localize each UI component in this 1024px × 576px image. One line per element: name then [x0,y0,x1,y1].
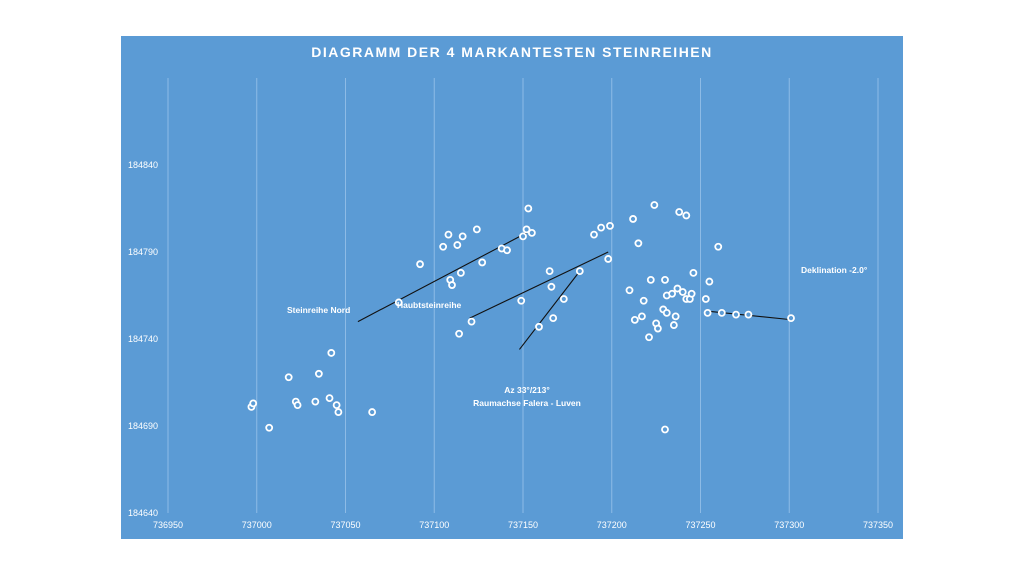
data-point [604,255,613,263]
trend-line [469,251,609,319]
data-point [668,289,676,298]
data-point [311,397,320,406]
data-point [687,289,696,298]
data-point [639,296,648,305]
x-tick-label: 737150 [508,520,538,530]
data-point [675,208,684,216]
data-point [673,284,682,293]
data-point [327,349,336,357]
data-point [448,281,456,289]
data-point [293,401,302,410]
data-point [590,230,598,239]
data-point [394,298,403,307]
data-point [671,312,680,321]
data-point [661,425,669,434]
x-tick-label: 737300 [774,520,804,530]
chart-title: DIAGRAMM DER 4 MARKANTESTEN STEINREIHEN [311,44,713,60]
data-point [265,423,274,432]
x-tick-label: 737100 [419,520,449,530]
data-point [629,215,637,223]
data-point [744,310,753,319]
data-point [456,268,465,277]
x-tick-label: 737350 [863,520,893,530]
data-point [597,223,606,232]
data-point [458,232,467,241]
chart-panel: DIAGRAMM DER 4 MARKANTESTEN STEINREIHEN … [121,36,903,539]
data-point [535,322,543,331]
data-point [284,373,293,382]
data-point [646,275,655,284]
annotation-deklination: Deklination -2.0° [801,265,868,275]
data-point [575,267,584,276]
data-point [630,315,639,324]
data-point [634,239,643,248]
data-point [524,204,533,213]
data-point [787,314,795,323]
data-point [439,242,448,251]
data-point [314,369,323,378]
x-tick-label: 736950 [153,520,183,530]
data-point [645,333,653,342]
data-point [654,324,662,333]
data-point [662,308,671,317]
data-points [247,201,795,434]
y-tick-label: 184640 [128,508,158,518]
data-point [517,296,526,305]
data-point [703,308,712,317]
data-point [689,268,698,277]
data-point [650,201,659,209]
x-tick-label: 737200 [597,520,627,530]
data-point [503,246,511,255]
y-tick-label: 184690 [128,421,158,431]
y-tick-label: 184740 [128,334,158,344]
data-point [669,321,678,329]
data-point [714,242,723,251]
data-point [334,408,343,416]
annotation-haubtsteinreihe: Haubtsteinreihe [397,300,462,310]
data-point [249,399,258,408]
data-point [559,295,568,303]
data-point [717,308,726,317]
data-point [478,258,487,267]
grid-lines [167,78,879,513]
trend-line [519,270,581,350]
data-point [678,288,687,296]
data-point [606,221,614,230]
x-tick-label: 737050 [330,520,360,530]
data-point [682,211,691,220]
data-point [416,260,424,269]
data-point [519,232,527,241]
trend-lines [357,232,793,350]
data-point [732,310,740,319]
data-point [701,295,710,303]
data-point [368,408,377,416]
data-point [332,401,341,410]
scatter-plot: 736950 737000 737050 737100 737150 737200 7372… [128,78,893,530]
data-point [455,329,464,338]
data-point [453,241,462,249]
axis-tick-labels: 736950 737000 737050 737100 737150 737200 7372… [128,160,893,530]
data-point [545,267,554,276]
x-tick-label: 737250 [685,520,715,530]
data-point [467,317,476,326]
annotation-steinreihe-nord: Steinreihe Nord [287,305,350,315]
y-tick-label: 184840 [128,160,158,170]
data-point [547,282,556,291]
data-point [638,312,646,321]
data-point [527,228,536,237]
data-point [472,225,481,234]
data-point [661,275,669,284]
y-tick-label: 184790 [128,247,158,257]
data-point [444,230,453,239]
data-point [522,225,531,234]
data-point [549,314,558,323]
data-point [325,394,334,403]
data-point [705,277,714,286]
annotation-azimuth: Az 33°/213° [504,385,550,395]
data-point [625,286,634,295]
annotation-raumachse: Raumachse Falera - Luven [473,398,581,408]
x-tick-label: 737000 [242,520,272,530]
